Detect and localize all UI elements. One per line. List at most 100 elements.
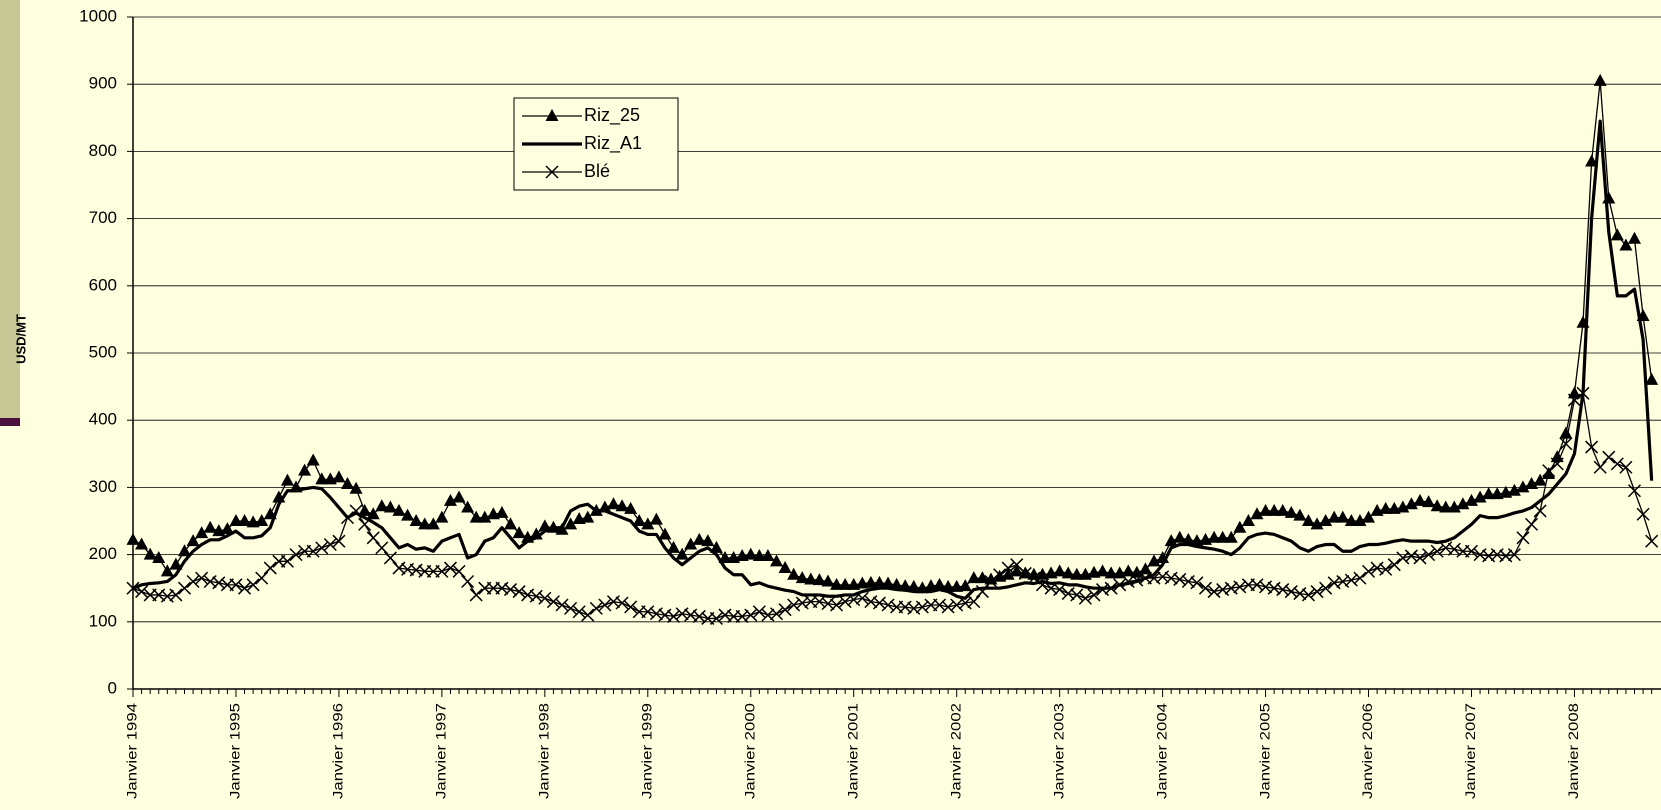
series-marker: [1525, 517, 1539, 531]
series-marker: [770, 554, 783, 567]
series-marker: [1473, 490, 1487, 503]
series-marker: [426, 517, 440, 530]
series-marker: [778, 603, 792, 617]
series-marker: [967, 571, 981, 584]
series-marker: [1593, 460, 1607, 474]
series-marker: [1593, 73, 1607, 86]
series-marker: [358, 517, 372, 531]
series-marker: [581, 510, 595, 523]
series-marker: [1147, 554, 1161, 567]
series-marker: [872, 596, 886, 610]
series-marker: [289, 548, 303, 562]
y-tick-label: 900: [89, 74, 117, 93]
series-marker: [504, 517, 518, 530]
series-marker: [315, 541, 329, 555]
series-marker: [624, 501, 638, 514]
series-marker: [1319, 581, 1333, 595]
series-marker: [1027, 571, 1041, 585]
series-marker: [503, 583, 518, 597]
series-marker: [890, 577, 904, 590]
series-marker: [1413, 493, 1427, 506]
series-marker: [383, 500, 397, 513]
series-marker: [452, 490, 466, 503]
series-marker: [1533, 473, 1547, 486]
series-marker: [1636, 507, 1650, 521]
series-marker: [615, 499, 629, 512]
series-marker: [332, 534, 346, 548]
x-tick-label: Janvier 2003: [1050, 703, 1066, 799]
y-tick-label: 700: [89, 208, 117, 227]
series-marker: [435, 510, 449, 523]
series-marker: [744, 608, 758, 622]
series-marker: [358, 503, 372, 516]
series-marker: [950, 579, 964, 592]
series-marker: [933, 577, 947, 590]
series-line: [132, 119, 1654, 600]
x-tick-label: Janvier 2000: [741, 703, 757, 799]
series-marker: [838, 595, 852, 609]
series-marker: [1053, 583, 1067, 597]
series-marker: [246, 578, 260, 592]
series-marker: [1130, 565, 1144, 578]
legend-label: Blé: [584, 161, 610, 181]
series-marker: [169, 557, 183, 570]
series-marker: [1516, 531, 1530, 545]
series-marker: [1284, 505, 1298, 518]
series-marker: [898, 579, 912, 592]
series-marker: [1413, 551, 1427, 565]
series-marker: [349, 504, 363, 518]
series-marker: [366, 531, 380, 545]
y-tick-label: 1000: [79, 6, 117, 25]
y-tick-label: 500: [89, 342, 117, 361]
series-marker: [469, 510, 483, 523]
series-marker: [1233, 520, 1247, 533]
series-marker: [452, 564, 466, 578]
series-marker: [126, 581, 140, 595]
series-marker: [812, 573, 826, 586]
series-marker: [932, 598, 947, 612]
series-marker: [692, 609, 706, 623]
series-marker: [761, 548, 775, 561]
series-marker: [1353, 571, 1367, 585]
series-marker: [538, 591, 552, 605]
x-tick-label: Janvier 2005: [1256, 703, 1272, 799]
series-marker: [1293, 508, 1307, 521]
series-marker: [220, 522, 234, 535]
x-tick-label: Janvier 2007: [1462, 703, 1478, 799]
series-marker: [649, 512, 663, 525]
series-marker: [915, 600, 929, 614]
series-marker: [1627, 484, 1642, 498]
series-marker: [375, 499, 389, 512]
series-marker: [229, 578, 243, 592]
series-marker: [461, 500, 475, 513]
series-marker: [907, 579, 921, 592]
series-marker: [555, 598, 569, 612]
series-marker: [512, 585, 526, 599]
series-marker: [401, 508, 415, 521]
series-marker: [1422, 548, 1436, 562]
series-marker: [1241, 514, 1255, 526]
series-marker: [1619, 460, 1633, 474]
series-marker: [255, 571, 269, 585]
y-tick-label: 300: [89, 477, 117, 496]
series-marker: [529, 589, 543, 603]
x-tick-label: Janvier 1995: [227, 703, 243, 799]
series-marker: [478, 510, 492, 523]
series-marker: [1430, 544, 1444, 558]
series-marker: [1224, 530, 1238, 543]
series-marker: [624, 600, 638, 614]
series-marker: [1464, 493, 1478, 506]
series-marker: [1216, 530, 1230, 543]
series-marker: [752, 605, 766, 619]
series-marker: [752, 548, 766, 561]
series-marker: [709, 540, 723, 553]
series-marker: [280, 473, 294, 486]
series-marker: [1542, 464, 1556, 478]
series-marker: [1645, 372, 1659, 385]
series-marker: [1456, 497, 1470, 510]
series-marker: [195, 571, 209, 585]
series-marker: [306, 544, 320, 558]
series-marker: [1104, 566, 1118, 579]
series-marker: [1447, 542, 1461, 556]
